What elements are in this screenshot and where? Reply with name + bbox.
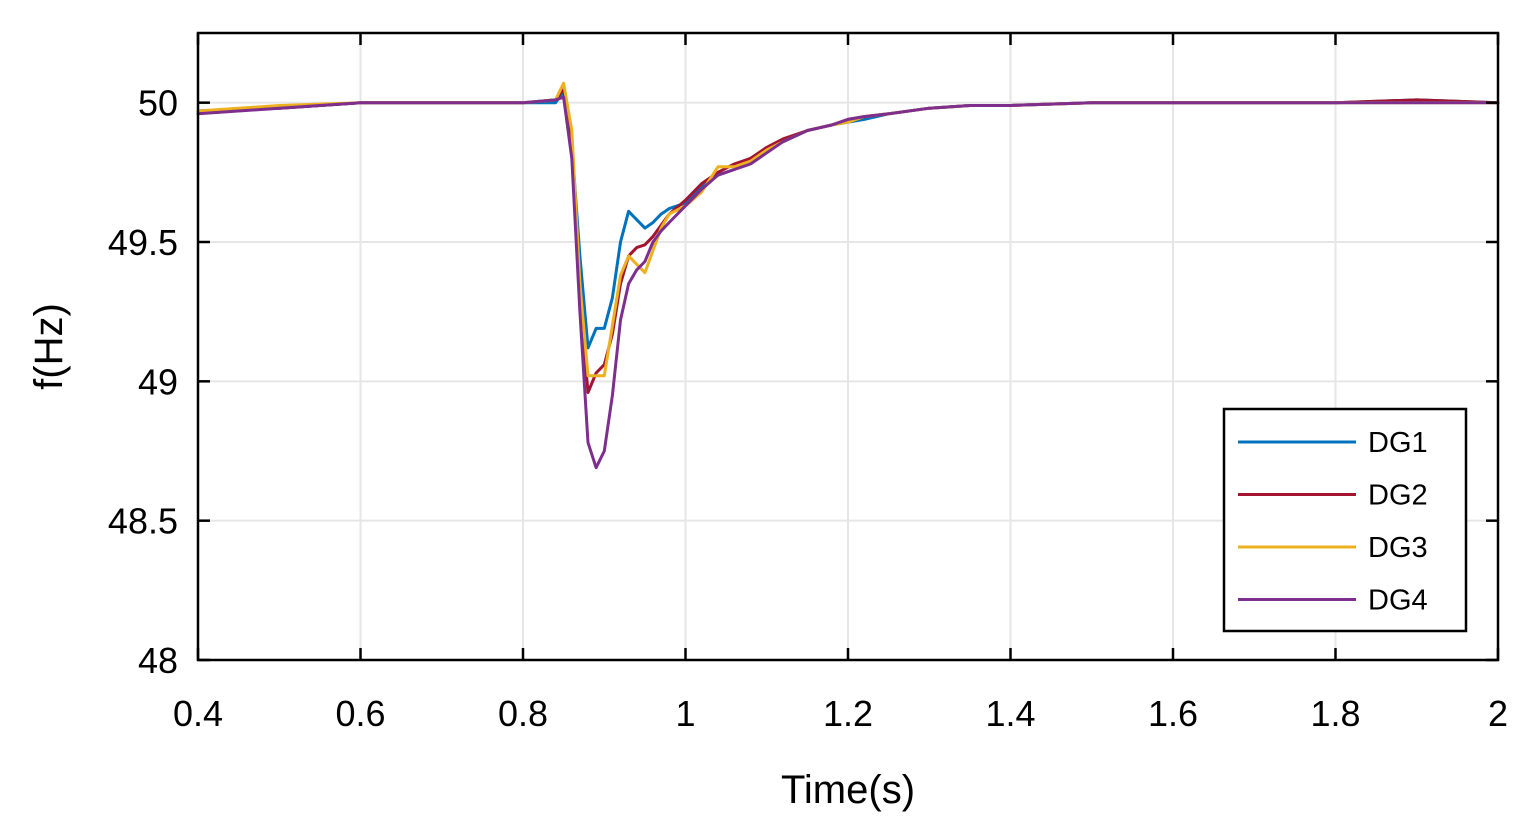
- series-line-dg4: [196, 95, 1500, 470]
- series-lines: [196, 81, 1500, 470]
- y-tick-label: 48: [138, 640, 178, 681]
- y-tick-label: 49: [138, 361, 178, 402]
- legend-label-dg3: DG3: [1368, 532, 1428, 564]
- y-tick-label: 48.5: [108, 501, 178, 542]
- y-tick-labels: 48 48.5 49 49.5 50: [108, 83, 178, 681]
- legend: DG1 DG2 DG3 DG4: [1222, 407, 1468, 633]
- x-axis-label: Time(s): [781, 768, 915, 812]
- x-tick-label: 1.4: [985, 693, 1035, 734]
- x-tick-label: 1.2: [823, 693, 873, 734]
- y-tick-label: 49.5: [108, 222, 178, 263]
- y-tick-label: 50: [138, 83, 178, 124]
- x-tick-label: 0.8: [498, 693, 548, 734]
- legend-label-dg4: DG4: [1368, 585, 1428, 617]
- x-tick-label: 2: [1488, 693, 1508, 734]
- x-tick-label: 0.6: [335, 693, 385, 734]
- x-tick-labels: 0.4 0.6 0.8 1 1.2 1.4 1.6 1.8 2: [173, 693, 1508, 734]
- legend-box: [1222, 407, 1468, 633]
- axis-ticks: [196, 33, 1500, 662]
- y-axis-label: f(Hz): [27, 303, 71, 390]
- x-tick-label: 1.8: [1310, 693, 1360, 734]
- x-tick-label: 1: [675, 693, 695, 734]
- x-tick-label: 0.4: [173, 693, 223, 734]
- legend-label-dg2: DG2: [1368, 480, 1428, 512]
- x-tick-label: 1.6: [1148, 693, 1198, 734]
- legend-label-dg1: DG1: [1368, 427, 1428, 459]
